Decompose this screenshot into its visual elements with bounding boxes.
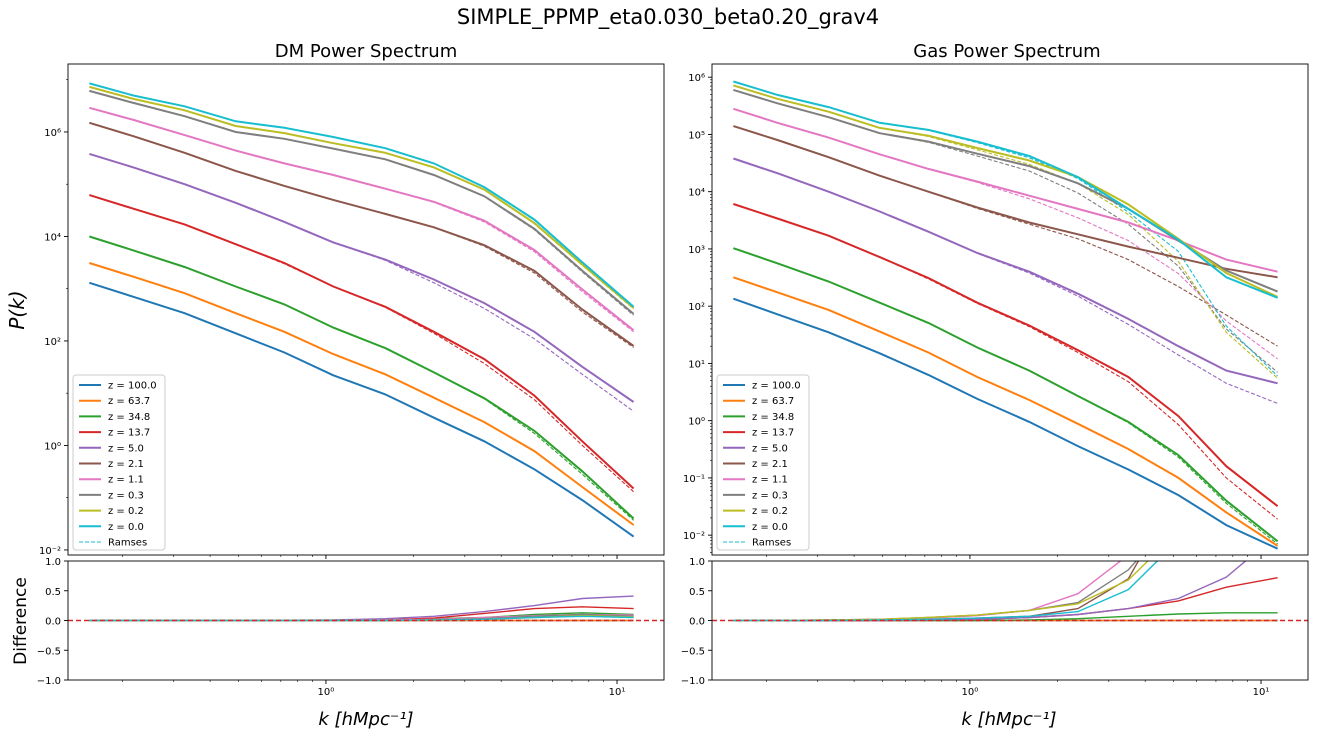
dm-panel-title: DM Power Spectrum <box>275 41 457 62</box>
dm-x-axis-label: k [hMpc⁻¹] <box>318 709 413 730</box>
dm-series-line-9 <box>89 82 635 308</box>
y-tick-label: 0.0 <box>689 617 705 628</box>
dm-axes-frame <box>67 63 665 556</box>
y-tick-label: 10³ <box>688 245 705 256</box>
gas-series-line-1 <box>733 276 1279 547</box>
x-tick-label: 10¹ <box>1253 687 1270 698</box>
legend-label: z = 13.7 <box>752 428 794 439</box>
legend-label: z = 0.3 <box>752 490 788 501</box>
dmdiff-axes-frame <box>67 560 665 681</box>
y-tick-label: 10⁵ <box>688 130 705 141</box>
legend-label: z = 63.7 <box>752 396 794 407</box>
legend-label-ramses: Ramses <box>108 538 147 549</box>
y-tick-label: 10⁻¹ <box>683 474 705 485</box>
gas-ramses-line-9 <box>733 80 1278 377</box>
gas-difference-plot: −1.0 −0.5 0.0 0.5 1.0 10⁰ 10¹ <box>681 557 1309 698</box>
legend-label: z = 0.0 <box>752 522 788 533</box>
gas-series-line-0 <box>733 297 1279 550</box>
gasdiff-axes-frame <box>711 560 1309 681</box>
gas-plot-area <box>712 64 1308 555</box>
gas-axes-frame <box>711 63 1309 556</box>
gas-series-line-4 <box>733 157 1278 385</box>
y-tick-label: 10⁰ <box>688 417 705 428</box>
dm-series-line-4 <box>89 152 635 403</box>
y-tick-label: 1.0 <box>45 557 61 568</box>
gas-series-lines <box>733 80 1279 550</box>
legend-box <box>72 374 166 551</box>
dm-difference-plot: −1.0 −0.5 0.0 0.5 1.0 10⁰ 10¹ <box>37 557 665 698</box>
gas-series-line-2 <box>733 247 1279 543</box>
gas-series-line-3 <box>733 203 1279 507</box>
legend-label: z = 100.0 <box>752 381 801 392</box>
y-tick-label: 10⁰ <box>44 441 61 452</box>
dm-series-line-6 <box>89 106 635 332</box>
dm-series-line-8 <box>89 85 635 309</box>
legend-label-ramses: Ramses <box>752 538 791 549</box>
dm-series-lines <box>89 82 635 538</box>
legend-box <box>716 374 810 551</box>
y-tick-label: 10⁴ <box>44 232 61 243</box>
y-tick-label: 10⁻² <box>39 546 61 557</box>
y-tick-label: 1.0 <box>689 557 705 568</box>
y-tick-label: 10⁶ <box>688 73 705 84</box>
legend-label: z = 2.1 <box>108 459 144 470</box>
legend-label: z = 34.8 <box>752 412 794 423</box>
y-tick-label: 10⁻² <box>683 531 705 542</box>
legend-label: z = 100.0 <box>108 381 157 392</box>
y-tick-label: −0.5 <box>37 646 61 657</box>
dm-series-line-3 <box>89 194 635 490</box>
gas-series-line-8 <box>733 84 1279 298</box>
y-tick-label: −1.0 <box>37 676 61 687</box>
y-tick-label: 10¹ <box>688 359 705 370</box>
y-tick-label: 0.5 <box>689 587 705 598</box>
legend-label: z = 2.1 <box>752 459 788 470</box>
legend-label: z = 1.1 <box>752 475 788 486</box>
gas-legend: z = 100.0 z = 63.7 z = 34.8 z = 13.7 z = 5.0… <box>716 374 810 551</box>
y-tick-label: −0.5 <box>681 646 705 657</box>
figure-suptitle: SIMPLE_PPMP_eta0.030_beta0.20_grav4 <box>457 5 879 30</box>
y-tick-label: 0.5 <box>45 587 61 598</box>
x-tick-label: 10⁰ <box>318 687 335 698</box>
legend-label: z = 1.1 <box>108 475 144 486</box>
legend-label: z = 0.0 <box>108 522 144 533</box>
x-tick-label: 10¹ <box>609 687 626 698</box>
legend-label: z = 5.0 <box>108 443 144 454</box>
gas-series-line-9 <box>733 80 1278 299</box>
y-tick-label: 10⁶ <box>44 128 61 139</box>
legend-label: z = 0.2 <box>108 506 144 517</box>
legend-label: z = 0.2 <box>752 506 788 517</box>
legend-label: z = 0.3 <box>108 490 144 501</box>
gas-series-line-5 <box>733 125 1278 279</box>
legend-label: z = 34.8 <box>108 412 150 423</box>
y-tick-label: 10⁴ <box>688 188 705 199</box>
gas-panel-title: Gas Power Spectrum <box>913 41 1100 62</box>
y-tick-label: −1.0 <box>681 676 705 687</box>
difference-y-axis-label: Difference <box>11 577 31 665</box>
dm-power-spectrum-plot: 10⁻² 10⁰ 10² 10⁴ 10⁶ z = 100.0 z = 63.7 z = 34.… <box>39 63 665 559</box>
dm-series-line-0 <box>89 281 635 538</box>
y-tick-label: 10² <box>688 302 705 313</box>
x-tick-label: 10⁰ <box>962 687 979 698</box>
y-tick-label: 0.0 <box>45 617 61 628</box>
dm-series-line-5 <box>89 121 635 347</box>
legend-label: z = 5.0 <box>752 443 788 454</box>
dm-series-line-2 <box>89 235 635 520</box>
dm-series-line-7 <box>89 89 635 315</box>
legend-label: z = 13.7 <box>108 428 150 439</box>
legend-label: z = 63.7 <box>108 396 150 407</box>
gas-x-axis-label: k [hMpc⁻¹] <box>961 709 1056 730</box>
y-tick-label: 10² <box>44 337 61 348</box>
dm-y-axis-label: P(k) <box>5 290 29 329</box>
dm-legend: z = 100.0 z = 63.7 z = 34.8 z = 13.7 z = 5.0… <box>72 374 166 551</box>
dm-series-line-1 <box>89 262 635 526</box>
gas-ramses-line-8 <box>733 84 1278 379</box>
